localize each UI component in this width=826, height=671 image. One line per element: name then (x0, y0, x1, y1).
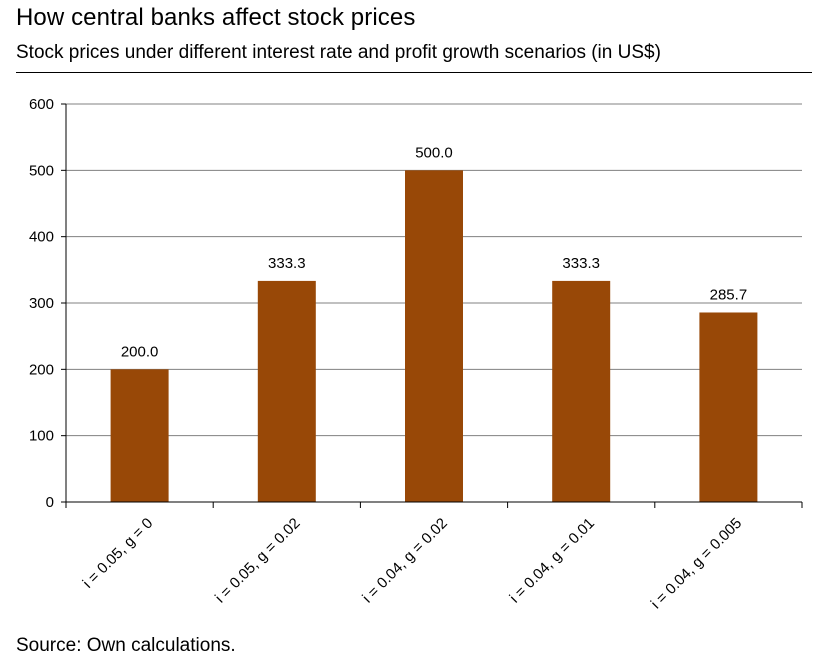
y-tick-label: 200 (29, 361, 54, 378)
data-label: 333.3 (562, 255, 600, 272)
bar (552, 280, 611, 502)
data-label: 333.3 (268, 255, 306, 272)
data-label: 200.0 (121, 343, 159, 360)
chart-subtitle: Stock prices under different interest ra… (16, 42, 661, 63)
x-tick-label: i = 0.05, g = 0.02 (212, 515, 304, 607)
bar (699, 312, 758, 502)
bar (405, 170, 463, 503)
y-tick-label: 600 (29, 96, 54, 113)
bar (110, 369, 169, 502)
x-tick-label: i = 0.04, g = 0.005 (648, 515, 746, 613)
y-tick-label: 300 (29, 295, 54, 312)
x-tick-label: i = 0.05, g = 0 (80, 515, 157, 592)
y-tick-label: 0 (46, 494, 54, 511)
chart-title: How central banks affect stock prices (16, 4, 416, 31)
source-note: Source: Own calculations. (16, 635, 236, 656)
data-label: 500.0 (415, 144, 453, 161)
data-label: 285.7 (710, 286, 748, 303)
y-tick-label: 500 (29, 162, 54, 179)
bar (257, 280, 316, 502)
x-tick-label: i = 0.04, g = 0.01 (506, 515, 598, 607)
x-tick-label: i = 0.04, g = 0.02 (359, 515, 451, 607)
y-tick-label: 400 (29, 229, 54, 246)
title-divider (16, 72, 812, 73)
y-tick-label: 100 (29, 428, 54, 445)
